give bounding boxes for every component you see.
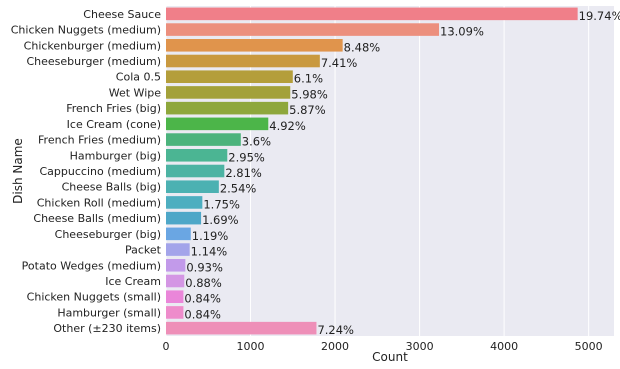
value-labels: 19.74% 13.09% 8.48% 7.41% 6.1%5.98% 5.87% 4.92…: [184, 9, 620, 337]
value-label: 1.14%: [191, 245, 228, 259]
bar: [166, 259, 186, 272]
bar: [166, 196, 203, 209]
y-tick-label: Packet: [125, 244, 162, 257]
value-label: 3.6%: [242, 135, 271, 149]
y-tick-label: Cheeseburger (medium): [26, 55, 161, 68]
value-label: 2.95%: [228, 150, 265, 164]
y-tick-label: Chicken Roll (medium): [37, 196, 161, 209]
y-tick-label: Cheese Balls (big): [62, 181, 161, 194]
value-label: 0.88%: [185, 276, 222, 290]
y-tick-label: French Fries (medium): [38, 134, 161, 147]
y-tick-label: Cheese Balls (medium): [33, 212, 161, 225]
bar: [166, 86, 291, 99]
value-label: 0.93%: [186, 260, 223, 274]
bar: [166, 290, 184, 303]
y-tick-label: Cappuccino (medium): [40, 165, 162, 178]
value-label: 13.09%: [440, 25, 484, 39]
bar: [166, 321, 317, 335]
y-tick-label: Ice Cream: [105, 275, 161, 288]
bar: [166, 133, 241, 146]
bar: [166, 164, 225, 178]
bar: [166, 243, 190, 256]
bar: [166, 23, 440, 36]
bar: [166, 227, 191, 241]
x-axis-title: Count: [372, 350, 408, 364]
y-tick-label: Cola 0.5: [116, 71, 161, 84]
y-axis-title: Dish Name: [11, 138, 25, 204]
y-tick-label: Cheese Sauce: [83, 8, 161, 21]
bar: [166, 211, 202, 225]
value-label: 5.98%: [291, 87, 328, 101]
y-tick-label: Hamburger (big): [70, 149, 161, 162]
value-label: 4.92%: [269, 119, 306, 133]
bar: [166, 54, 320, 68]
bar: [166, 7, 578, 21]
y-tick-label: Cheeseburger (big): [55, 228, 161, 241]
bar: [166, 274, 185, 288]
y-tick-label: Chickenburger (medium): [24, 39, 161, 52]
value-label: 7.24%: [317, 323, 354, 337]
x-tick-label: 3000: [406, 340, 434, 353]
x-tick-label: 2000: [321, 340, 349, 353]
bar: [166, 149, 228, 162]
x-tick-labels: 0 1000 2000 3000 4000 5000: [163, 340, 603, 353]
y-tick-label: Other (±230 items): [53, 322, 161, 335]
value-label: 2.54%: [220, 182, 257, 196]
value-label: 1.69%: [202, 213, 239, 227]
y-tick-label: French Fries (big): [66, 102, 161, 115]
bar: [166, 70, 293, 83]
x-tick-label: 5000: [575, 340, 603, 353]
y-tick-label: Chicken Nuggets (small): [27, 291, 161, 304]
value-label: 1.75%: [203, 197, 240, 211]
x-tick-label: 4000: [490, 340, 518, 353]
value-label: 0.84%: [184, 292, 221, 306]
y-tick-label: Potato Wedges (medium): [22, 259, 161, 272]
value-label: 1.19%: [192, 229, 229, 243]
y-tick-label: Hamburger (small): [57, 306, 161, 319]
y-tick-label: Wet Wipe: [109, 86, 161, 99]
bars-group: [166, 7, 578, 335]
bar: [166, 117, 269, 131]
value-label: 2.81%: [225, 166, 262, 180]
bar: [166, 180, 219, 193]
y-tick-label: Ice Cream (cone): [67, 118, 161, 131]
value-label: 5.87%: [289, 103, 326, 117]
bar: [166, 39, 343, 52]
value-label: 7.41%: [321, 56, 358, 70]
y-tick-labels: Cheese Sauce Chicken Nuggets (medium) Chic…: [11, 8, 162, 335]
bar: [166, 101, 289, 115]
x-tick-label: 1000: [237, 340, 265, 353]
bar: [166, 306, 184, 319]
value-label: 0.84%: [184, 307, 221, 321]
value-label: 8.48%: [344, 40, 381, 54]
x-tick-label: 0: [163, 340, 170, 353]
value-label: 19.74%: [579, 9, 620, 23]
value-label: 6.1%: [294, 72, 323, 86]
y-tick-label: Chicken Nuggets (medium): [11, 24, 161, 37]
